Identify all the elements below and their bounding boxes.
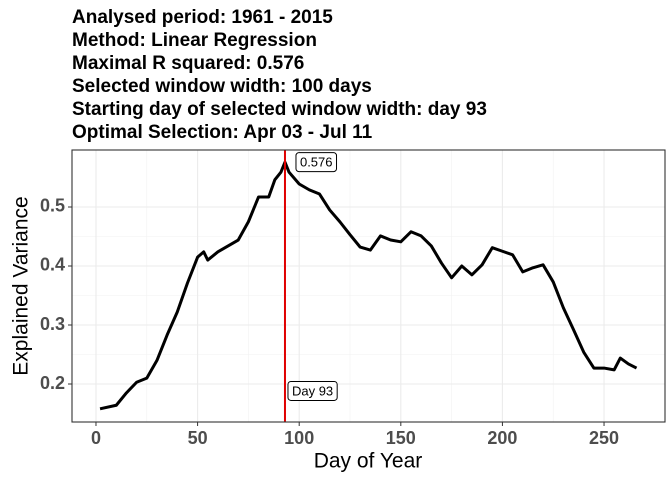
title-line: Optimal Selection: Apr 03 - Jul 11 xyxy=(72,122,373,143)
x-tick-label: 250 xyxy=(589,428,619,448)
x-tick-label: 50 xyxy=(188,428,208,448)
y-tick-label: 0.2 xyxy=(40,373,65,393)
peak-label: 0.576 xyxy=(295,152,338,173)
x-tick-label: 150 xyxy=(386,428,416,448)
title-line: Maximal R squared: 0.576 xyxy=(72,53,304,74)
title-line: Starting day of selected window width: d… xyxy=(72,99,487,120)
x-tick-label: 200 xyxy=(487,428,517,448)
vline-label: Day 93 xyxy=(287,380,338,401)
x-axis-title: Day of Year xyxy=(314,450,423,473)
vline-label-box xyxy=(287,380,338,401)
peak-label-box xyxy=(295,152,338,173)
y-tick-label: 0.3 xyxy=(40,314,65,334)
y-tick-label: 0.5 xyxy=(40,196,65,216)
title-line: Method: Linear Regression xyxy=(72,30,317,51)
y-axis-title: Explained Variance xyxy=(10,196,33,375)
peak-label-text: 0.576 xyxy=(300,155,333,170)
vline-label-text: Day 93 xyxy=(292,383,333,398)
x-tick-label: 100 xyxy=(284,428,314,448)
title-line: Selected window width: 100 days xyxy=(72,76,372,97)
title-line: Analysed period: 1961 - 2015 xyxy=(72,7,333,28)
y-tick-label: 0.4 xyxy=(40,255,65,275)
panel-border xyxy=(71,149,666,423)
x-tick-label: 0 xyxy=(91,428,101,448)
line xyxy=(99,160,638,411)
